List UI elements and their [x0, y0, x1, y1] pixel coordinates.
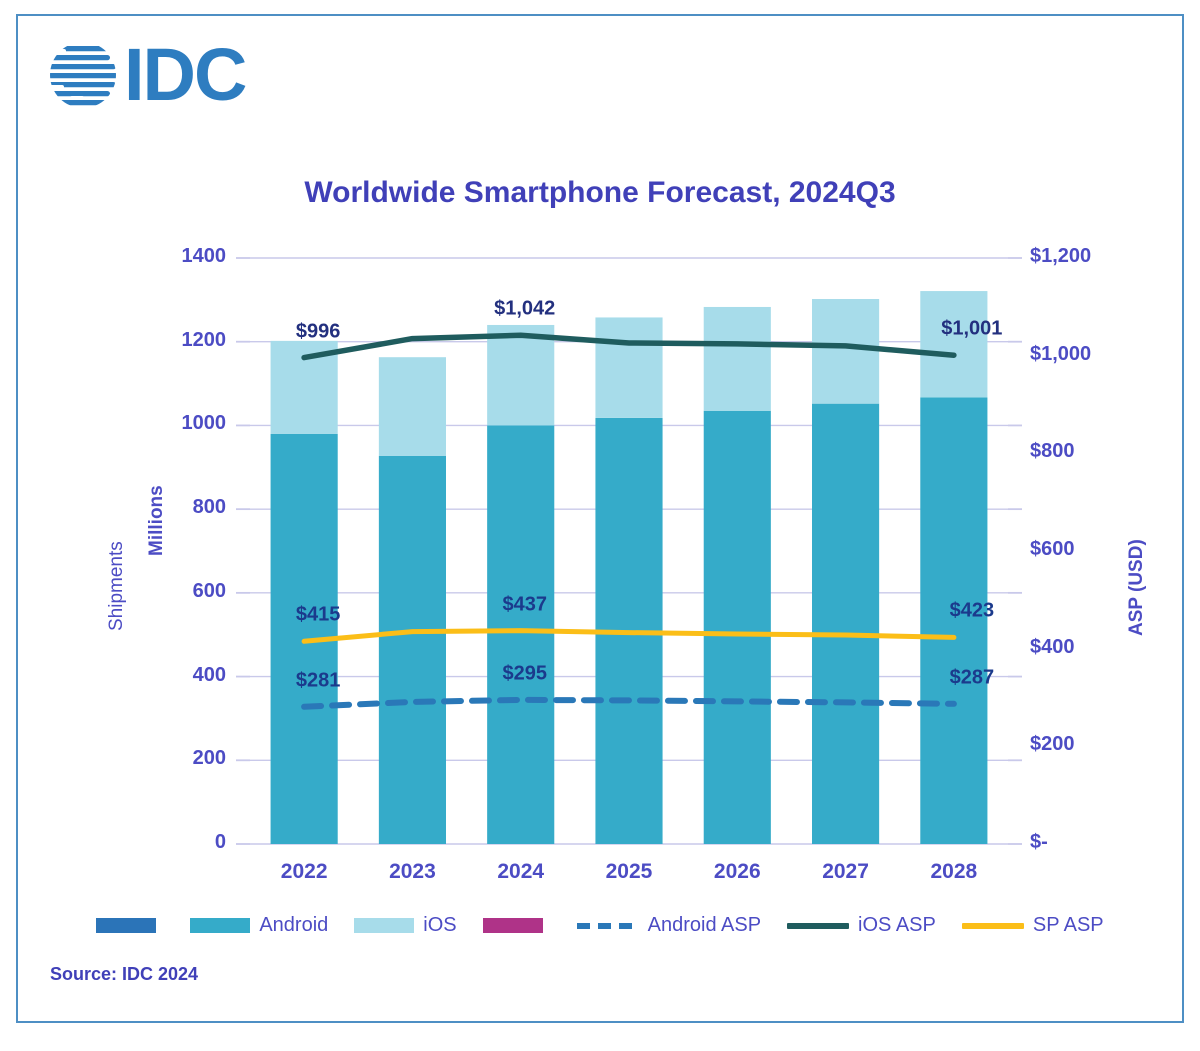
right-axis-tick-800: $800 [1030, 440, 1075, 463]
legend-swatch-unlabeled-magenta[interactable] [482, 918, 543, 933]
page-title: Worldwide Smartphone Forecast, 2024Q3 [304, 176, 896, 209]
legend-swatch-unlabeled-blue-swatch [96, 918, 157, 933]
left-axis-tick-1400: 1400 [181, 245, 227, 267]
right-axis-tick-1000: $1,000 [1030, 342, 1092, 365]
legend-item-ios-asp[interactable]: iOS ASP [787, 914, 936, 937]
left-axis-tick-0: 0 [214, 831, 226, 853]
globe-striped-icon [48, 46, 116, 106]
left-axis-tick-400: 400 [192, 663, 226, 686]
line-ios-asp [301, 332, 957, 361]
bar-ios-2025 [595, 317, 663, 418]
data-label-ios-asp-2028: $1,001 [941, 317, 1003, 340]
legend-item-android-asp-label: Android ASP [647, 914, 762, 936]
x-axis-tick-2023: 2023 [389, 860, 436, 883]
bar-android-2026 [703, 410, 771, 844]
legend-item-android-label: Android [259, 914, 329, 936]
bar-ios-2028 [920, 291, 988, 398]
x-axis-tick-2024: 2024 [497, 860, 545, 883]
x-axis-tick-2022: 2022 [280, 860, 328, 883]
data-label-android-asp-2028: $287 [949, 666, 995, 689]
bar-ios-2023 [378, 357, 446, 456]
bar-android-2027 [812, 403, 880, 844]
legend-item-android-asp-swatch [576, 922, 639, 929]
right-axis-tick-400: $400 [1030, 635, 1075, 658]
idc-logo: IDC [46, 33, 247, 116]
right-axis-tick-200: $200 [1030, 733, 1075, 756]
line-android-asp [301, 696, 957, 710]
left-axis-tick-1200: 1200 [181, 328, 227, 351]
chart-plot-area [18, 16, 1182, 1021]
legend-item-ios[interactable]: iOS [354, 914, 457, 937]
legend-item-sp-asp[interactable]: SP ASP [961, 914, 1104, 937]
legend-item-android-swatch [190, 918, 251, 933]
legend-item-ios-asp-label: iOS ASP [858, 914, 936, 936]
legend-item-ios-asp-swatch [787, 922, 850, 929]
x-axis-tick-2025: 2025 [605, 860, 653, 883]
left-axis-tick-800: 800 [192, 496, 226, 519]
legend-item-android[interactable]: Android [190, 914, 328, 937]
data-label-ios-asp-2022: $996 [295, 320, 341, 343]
right-axis-tick--: $- [1030, 831, 1048, 853]
legend-item-sp-asp-swatch [961, 922, 1024, 929]
chart-svg [236, 257, 1022, 845]
legend-swatch-unlabeled-blue[interactable] [96, 918, 157, 933]
chart-card: IDC Worldwide Smartphone Forecast, 2024Q… [16, 14, 1184, 1023]
bar-android-2023 [378, 455, 446, 844]
x-axis-tick-2028: 2028 [930, 860, 978, 883]
legend-item-android-asp[interactable]: Android ASP [576, 914, 762, 937]
right-axis-tick-1200: $1,200 [1030, 245, 1092, 267]
legend-swatch-unlabeled-magenta-swatch [482, 918, 543, 933]
legend-item-ios-label: iOS [423, 914, 457, 936]
right-axis-title-asp: ASP (USD) [1126, 539, 1147, 636]
bar-android-2024 [487, 425, 555, 844]
legend-item-ios-swatch [354, 918, 415, 933]
data-label-android-asp-2022: $281 [295, 669, 341, 692]
data-label-android-asp-2024: $295 [502, 662, 547, 685]
data-label-ios-asp-2024: $1,042 [494, 297, 556, 320]
legend-item-sp-asp-label: SP ASP [1032, 914, 1104, 936]
bar-ios-2024 [487, 324, 555, 426]
right-axis-tick-600: $600 [1030, 538, 1075, 560]
source-note: Source: IDC 2024 [50, 964, 199, 984]
left-axis-tick-600: 600 [192, 579, 226, 602]
left-axis-tick-200: 200 [192, 747, 226, 770]
x-axis-tick-2027: 2027 [822, 860, 869, 883]
line-sp-asp [301, 628, 957, 644]
data-label-sp-asp-2024: $437 [502, 593, 547, 616]
idc-logo-text: IDC [124, 33, 247, 116]
bar-android-2028 [920, 397, 988, 844]
bar-ios-2026 [703, 306, 771, 411]
bar-ios-2027 [812, 299, 880, 404]
x-axis-tick-2026: 2026 [713, 860, 761, 883]
data-label-sp-asp-2028: $423 [949, 599, 995, 622]
left-axis-tick-1000: 1000 [181, 412, 227, 435]
data-label-sp-asp-2022: $415 [295, 603, 341, 626]
chart-legend: Android iOS Android ASP iOS ASP SP ASP [18, 914, 1182, 937]
